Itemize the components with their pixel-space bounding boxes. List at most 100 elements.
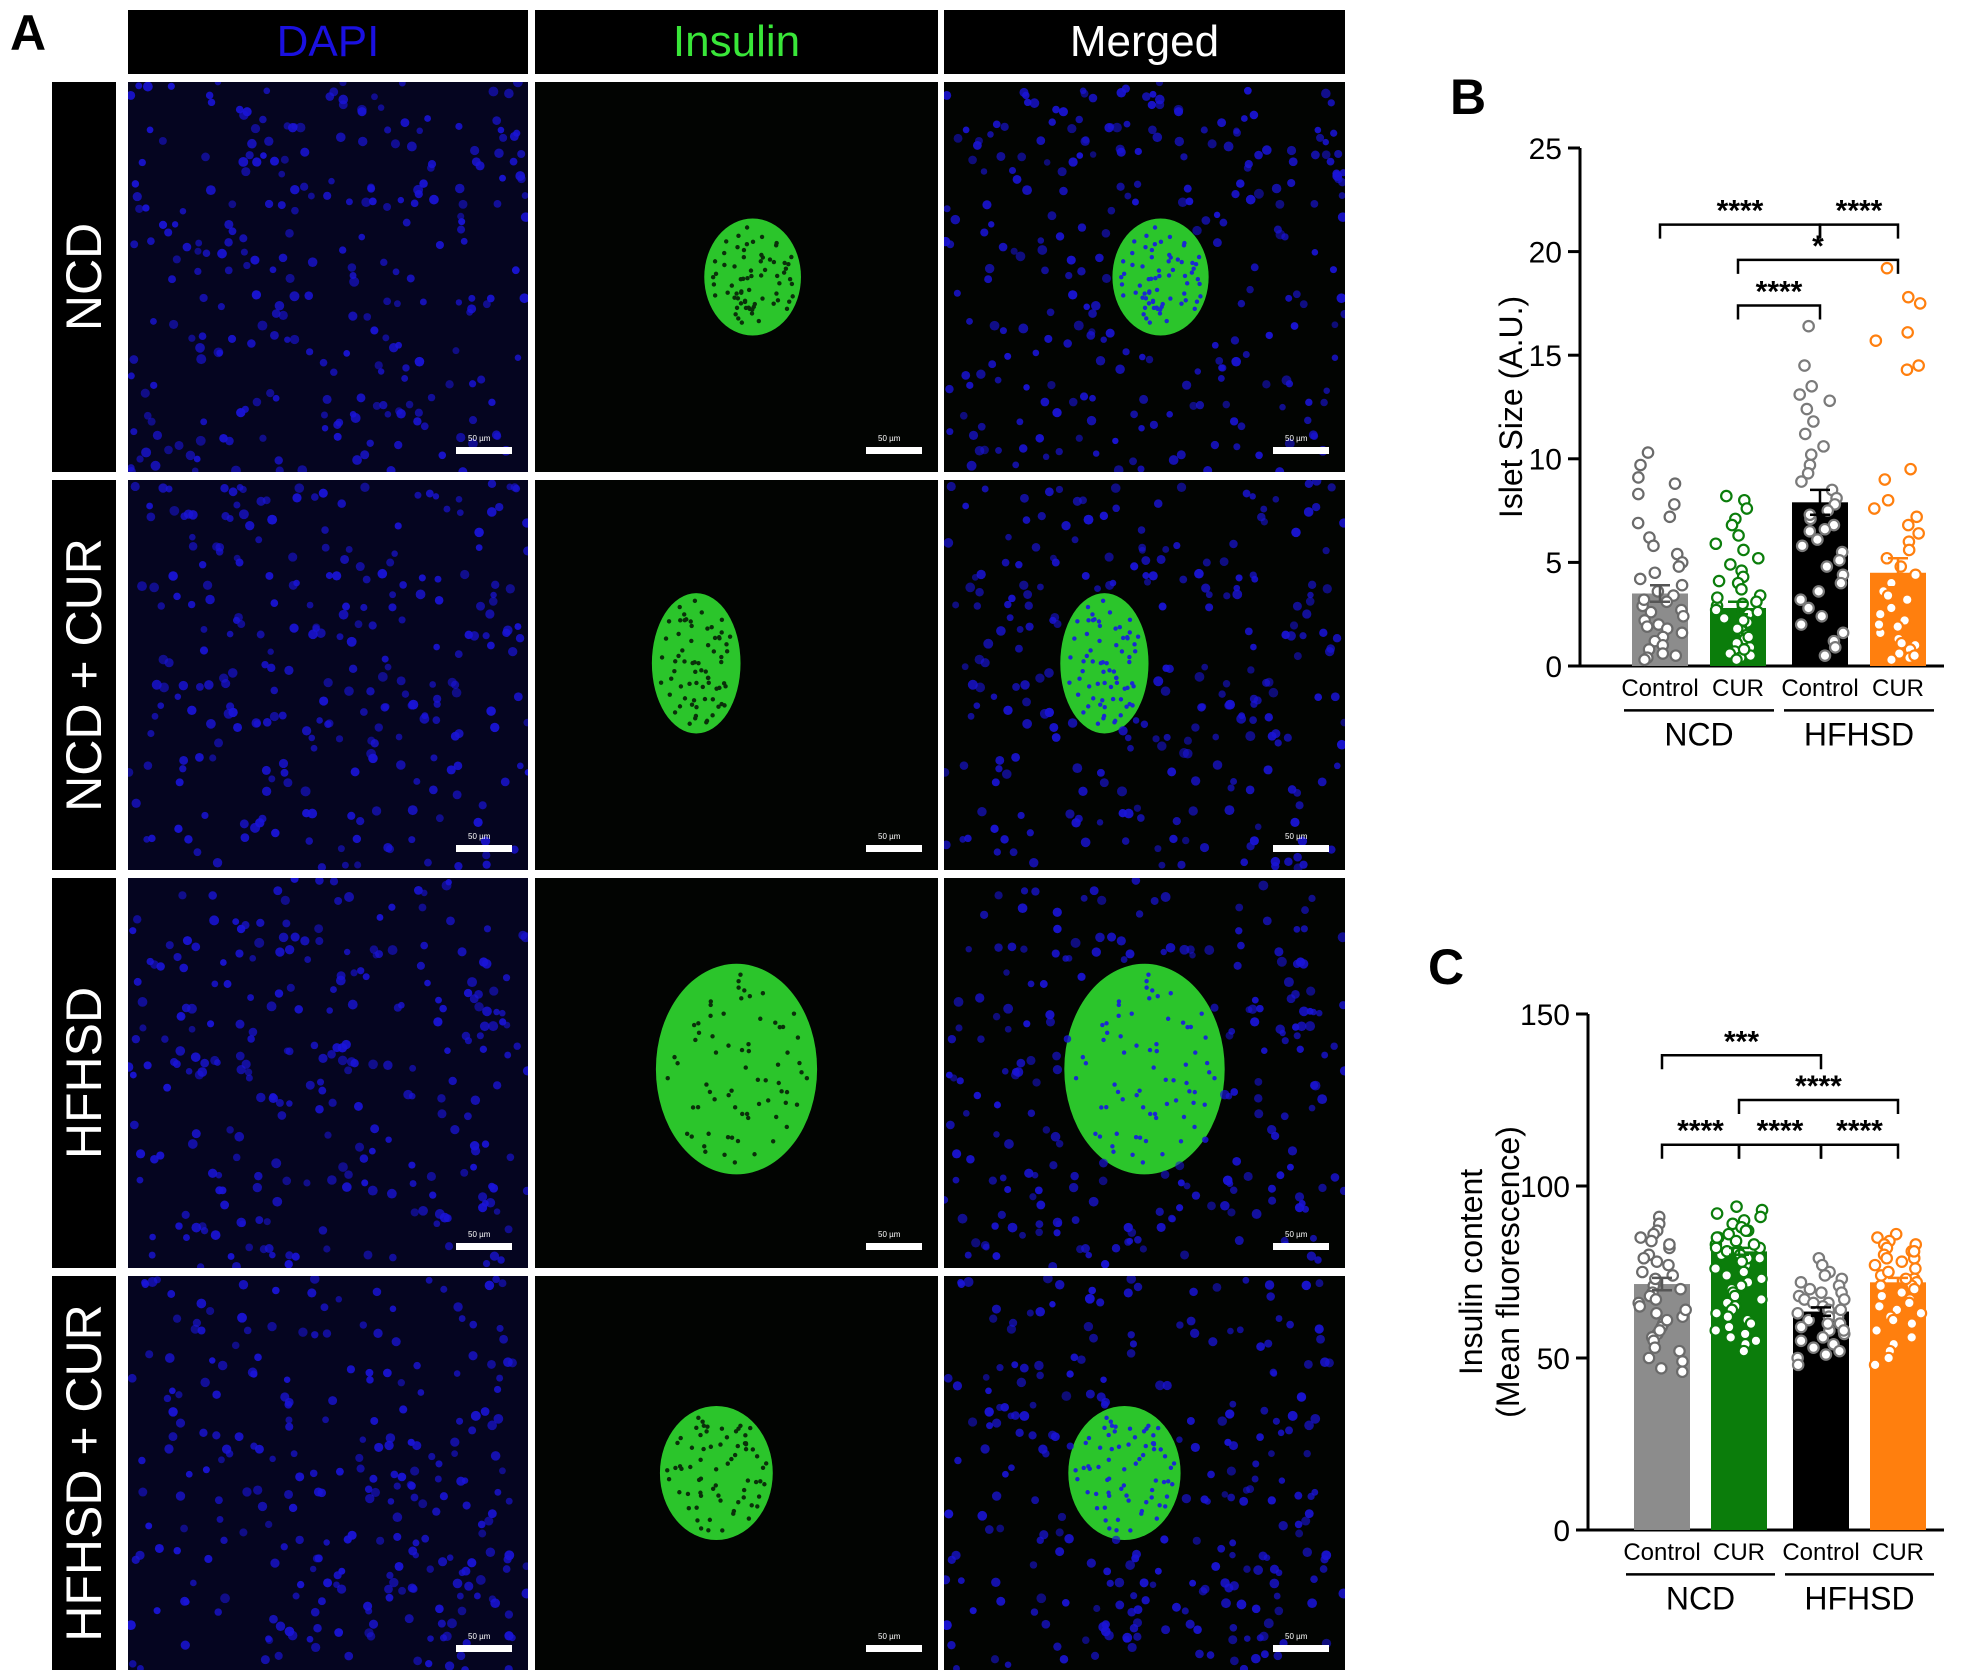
scale-bar-label: 50 µm (878, 832, 901, 841)
y-tick-label: 0 (1553, 1515, 1570, 1548)
category-label: Control (1782, 1539, 1859, 1566)
data-point (1634, 1231, 1647, 1244)
data-point (1709, 603, 1723, 617)
data-point (1650, 1306, 1663, 1320)
micrograph-image (944, 878, 1345, 1268)
micrograph-image (535, 1276, 938, 1670)
micrograph-hfhsd-cur-insulin: 50 µm (535, 1276, 938, 1670)
significance-label: **** (1836, 1115, 1883, 1148)
group-label: NCD (1666, 1581, 1735, 1617)
significance-bracket (1819, 1143, 1900, 1159)
significance-label: * (1812, 230, 1824, 263)
micrograph-hfhsd-merged: 50 µm (944, 878, 1345, 1268)
data-point (1868, 1358, 1882, 1372)
data-point (1815, 1286, 1828, 1299)
data-point (1895, 1286, 1908, 1299)
data-point (1656, 647, 1670, 660)
data-point (1902, 543, 1916, 557)
data-point (1878, 473, 1892, 486)
scale-bar (866, 447, 922, 454)
data-point (1735, 1255, 1749, 1268)
data-point (1710, 1231, 1724, 1244)
data-point (1804, 448, 1818, 461)
data-point (1802, 601, 1815, 615)
data-point (1735, 583, 1748, 596)
data-point (1900, 363, 1914, 377)
micrograph-image (128, 1276, 528, 1670)
data-point (1738, 1327, 1752, 1341)
data-point (1721, 1310, 1735, 1324)
data-point (1724, 1331, 1737, 1344)
data-point (1903, 1296, 1916, 1310)
scale-bar (866, 845, 922, 852)
panel-letter-c: C (1428, 939, 1465, 995)
error-bar (1888, 1276, 1908, 1289)
significance-label: **** (1756, 275, 1803, 308)
data-point (1908, 1282, 1921, 1296)
data-point (1794, 1334, 1808, 1348)
y-axis-label: Islet Size (A.U.) (1493, 296, 1529, 518)
data-point (1910, 510, 1923, 524)
error-bar (1728, 600, 1748, 616)
data-point (1653, 1324, 1666, 1337)
group-label: HFHSD (1804, 1581, 1914, 1617)
micrograph-ncd-cur-insulin: 50 µm (535, 480, 938, 870)
scale-bar-label: 50 µm (1285, 1632, 1308, 1641)
data-point (1633, 572, 1647, 586)
data-point (1663, 510, 1677, 524)
data-point (1668, 498, 1681, 511)
data-point (1801, 467, 1815, 480)
error-bar (1650, 583, 1670, 604)
data-point (1812, 585, 1825, 598)
y-tick-label: 150 (1520, 999, 1570, 1032)
data-point (1674, 1282, 1687, 1296)
y-tick-label: 0 (1545, 651, 1562, 684)
category-label: Control (1781, 675, 1858, 702)
y-tick-label: 10 (1529, 444, 1562, 477)
data-point (1881, 493, 1895, 507)
data-point (1737, 1265, 1751, 1279)
data-point (1676, 609, 1690, 623)
category-label: Control (1623, 1539, 1700, 1566)
error-bar (1888, 557, 1908, 589)
data-point (1885, 601, 1898, 615)
scale-bar-label: 50 µm (1285, 832, 1308, 841)
data-point (1642, 1351, 1656, 1365)
data-point (1805, 379, 1818, 393)
data-point (1675, 626, 1689, 640)
y-tick-label: 15 (1529, 340, 1562, 373)
significance-bracket (1818, 223, 1900, 239)
data-point (1798, 359, 1811, 372)
data-point (1798, 427, 1812, 441)
data-point (1632, 487, 1645, 501)
data-point (1647, 539, 1660, 553)
group-label: HFHSD (1804, 717, 1914, 753)
data-point (1895, 1255, 1909, 1268)
micrograph-ncd-cur-merged: 50 µm (944, 480, 1345, 870)
data-point (1633, 1300, 1647, 1313)
micrograph-image (535, 82, 938, 472)
data-point (1644, 605, 1658, 619)
data-point (1794, 593, 1807, 606)
category-label: CUR (1872, 675, 1924, 702)
category-label: CUR (1712, 675, 1764, 702)
scale-bar-label: 50 µm (1285, 434, 1308, 443)
micrograph-ncd-dapi: 50 µm (128, 82, 528, 472)
micrograph-ncd-insulin: 50 µm (535, 82, 938, 472)
category-label: CUR (1872, 1539, 1924, 1566)
data-point (1737, 1344, 1751, 1358)
data-point (1803, 525, 1817, 538)
scale-bar-label: 50 µm (468, 1632, 491, 1641)
data-point (1794, 1320, 1808, 1334)
data-point (1795, 475, 1808, 488)
data-point (1660, 1313, 1674, 1327)
data-point (1742, 630, 1756, 644)
significance-label: **** (1795, 1070, 1842, 1103)
scale-bar-label: 50 µm (878, 1632, 901, 1641)
category-label: Control (1621, 675, 1698, 702)
data-point (1650, 1255, 1664, 1268)
data-point (1717, 612, 1731, 625)
data-point (1902, 518, 1915, 532)
data-point (1909, 568, 1922, 582)
data-point (1710, 1306, 1723, 1320)
